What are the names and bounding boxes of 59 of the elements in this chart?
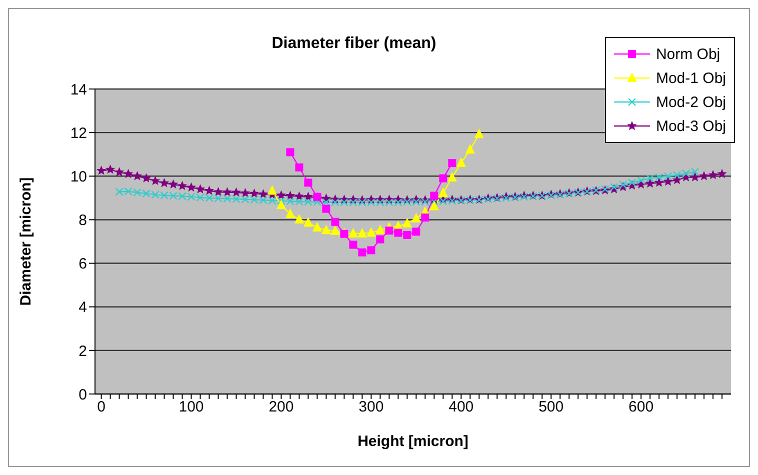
- y-tick-label: 0: [78, 386, 87, 404]
- x-tick-label: 300: [358, 398, 384, 416]
- point: [421, 214, 430, 222]
- point: [348, 228, 358, 238]
- point: [366, 228, 376, 237]
- x-tick-label: 100: [178, 398, 204, 416]
- x-tick-label: 400: [448, 398, 474, 416]
- x-tick-label: 0: [97, 398, 106, 416]
- point: [385, 226, 394, 235]
- point: [430, 201, 439, 210]
- point: [322, 225, 331, 234]
- point: [276, 200, 286, 210]
- point: [456, 158, 466, 167]
- x-tick-label: 200: [268, 398, 294, 416]
- x-tick-label: 500: [538, 398, 564, 416]
- y-tick-label: 8: [78, 212, 87, 230]
- point: [466, 144, 475, 154]
- legend-label: Norm Obj: [656, 46, 720, 62]
- point: [438, 188, 448, 197]
- point: [331, 218, 340, 226]
- chart-title: Diameter fiber (mean): [270, 35, 438, 53]
- point: [286, 148, 294, 156]
- point: [474, 129, 484, 138]
- y-tick-label: 4: [78, 299, 87, 316]
- point: [268, 186, 277, 195]
- point: [402, 218, 412, 228]
- point: [322, 204, 330, 213]
- point: [430, 192, 438, 200]
- point: [286, 209, 295, 218]
- x-tick-label: 600: [628, 398, 654, 416]
- point: [295, 163, 304, 172]
- legend-label: Mod-3 Obj: [656, 118, 726, 134]
- y-tick-label: 2: [78, 342, 87, 360]
- point: [376, 225, 385, 234]
- point: [439, 174, 448, 182]
- point: [349, 240, 358, 249]
- legend-label: Mod-1 Obj: [656, 70, 726, 86]
- legend-label: Mod-2 Obj: [656, 94, 726, 110]
- point: [312, 222, 322, 232]
- point: [330, 226, 340, 236]
- y-tick-label: 6: [78, 256, 87, 273]
- point: [412, 213, 421, 222]
- y-tick-label: 12: [70, 124, 87, 142]
- point: [448, 159, 456, 168]
- y-tick-label: 14: [70, 81, 87, 98]
- point: [394, 228, 402, 237]
- point: [367, 246, 376, 254]
- point: [448, 172, 457, 182]
- point: [358, 228, 367, 238]
- x-axis-title: Height [micron]: [358, 433, 468, 450]
- point: [376, 235, 384, 244]
- y-tick-label: 10: [70, 168, 87, 186]
- y-axis-title: Diameter [micron]: [17, 177, 34, 306]
- point: [412, 228, 420, 236]
- point: [304, 218, 313, 227]
- point: [304, 178, 312, 187]
- point: [358, 248, 366, 256]
- point: [403, 230, 412, 239]
- point: [294, 214, 304, 224]
